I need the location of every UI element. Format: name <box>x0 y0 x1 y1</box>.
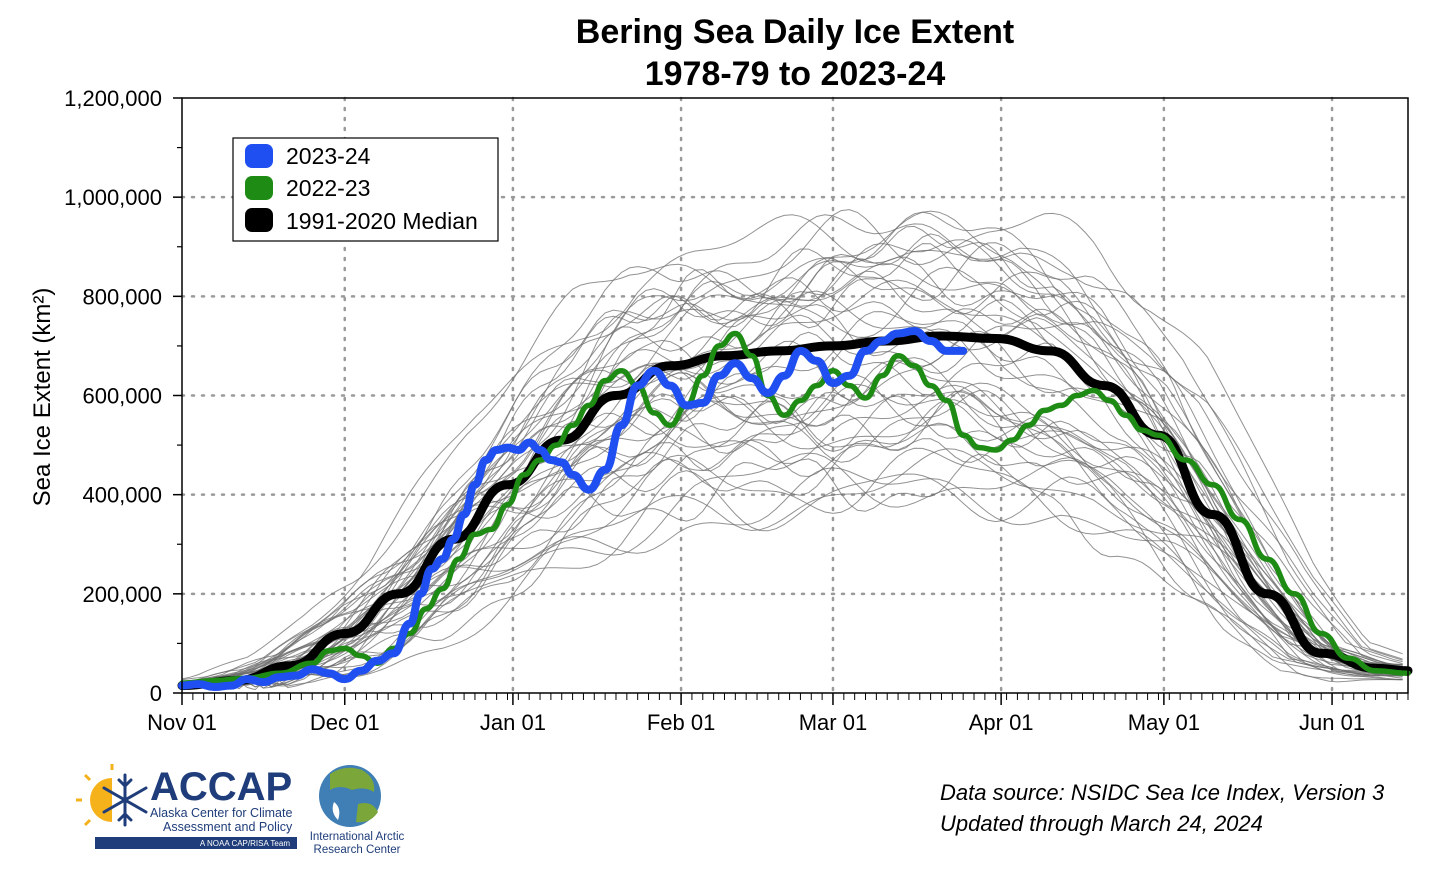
iarc-line-1: International Arctic <box>310 831 405 843</box>
legend-swatch-median <box>245 208 273 232</box>
historical-year-line <box>181 209 1403 684</box>
x-tick-label: May 01 <box>1128 710 1200 735</box>
x-tick-label: Feb 01 <box>647 710 716 735</box>
y-tick-label: 1,200,000 <box>64 86 162 111</box>
series-line-2022-23 <box>179 330 1411 686</box>
legend: 2023-24 2022-23 1991-2020 Median <box>232 137 499 242</box>
historical-year-line <box>181 382 1403 688</box>
historical-year-line <box>181 448 1403 687</box>
historical-year-line <box>181 214 1403 686</box>
historical-year-line <box>181 360 1403 686</box>
historical-year-line <box>181 277 1403 684</box>
x-tick-label: Mar 01 <box>799 710 867 735</box>
legend-swatch-2022-23 <box>245 176 273 200</box>
legend-label-2022-23: 2022-23 <box>286 175 370 201</box>
historical-year-line <box>181 211 1403 683</box>
historical-year-line <box>181 257 1403 689</box>
x-axis: Nov 01 Dec 01 Jan 01 Feb 01 Mar 01 Apr 01 May … <box>147 693 1409 735</box>
x-tick-label: Jun 01 <box>1299 710 1365 735</box>
historical-year-line <box>181 225 1403 685</box>
accap-tag-bar <box>95 837 297 849</box>
y-tick-label: 400,000 <box>82 483 162 508</box>
historical-year-line <box>181 447 1403 687</box>
accap-line-1: Alaska Center for Climate <box>150 806 292 820</box>
historical-year-line <box>181 399 1403 689</box>
historical-year-line <box>181 470 1403 688</box>
chart-title: Bering Sea Daily Ice Extent 1978-79 to 2… <box>576 13 1014 93</box>
legend-swatch-2023-24 <box>245 144 273 168</box>
series-line-2023-24 <box>178 327 968 691</box>
x-tick-label: Apr 01 <box>969 710 1034 735</box>
legend-label-median: 1991-2020 Median <box>286 208 478 234</box>
historical-year-line <box>181 391 1403 688</box>
legend-box <box>232 137 499 242</box>
y-axis: 0 200,000 400,000 600,000 800,000 1,000,000 1,… <box>64 86 182 706</box>
accap-line-2: Assessment and Policy <box>163 820 293 834</box>
title-line-2: 1978-79 to 2023-24 <box>645 55 946 93</box>
y-axis-label: Sea Ice Extent (km²) <box>29 288 56 507</box>
title-line-1: Bering Sea Daily Ice Extent <box>576 13 1014 51</box>
data-source-note: Data source: NSIDC Sea Ice Index, Versio… <box>940 780 1385 805</box>
sun-snowflake-icon <box>76 764 148 830</box>
x-tick-label: Dec 01 <box>310 710 380 735</box>
x-tick-label: Nov 01 <box>147 710 217 735</box>
y-tick-label: 200,000 <box>82 582 162 607</box>
updated-note: Updated through March 24, 2024 <box>940 811 1263 836</box>
accap-logo: ACCAP Alaska Center for Climate Assessme… <box>76 764 297 849</box>
x-tick-label: Jan 01 <box>480 710 546 735</box>
historical-year-line <box>181 384 1403 686</box>
globe-icon <box>319 765 381 827</box>
historical-year-line <box>181 210 1403 680</box>
y-tick-label: 800,000 <box>82 284 162 309</box>
historical-year-line <box>181 374 1403 683</box>
y-tick-label: 0 <box>150 681 162 706</box>
y-tick-label: 600,000 <box>82 384 162 409</box>
highlighted-series <box>177 327 1413 691</box>
historical-year-line <box>181 453 1403 687</box>
accap-name: ACCAP <box>150 765 292 809</box>
historical-year-line <box>181 401 1403 688</box>
y-tick-label: 1,000,000 <box>64 185 162 210</box>
iarc-logo: International Arctic Research Center <box>310 765 405 856</box>
accap-tag: A NOAA CAP/RISA Team <box>200 839 290 848</box>
iarc-line-2: Research Center <box>314 844 401 856</box>
legend-label-2023-24: 2023-24 <box>286 143 371 169</box>
